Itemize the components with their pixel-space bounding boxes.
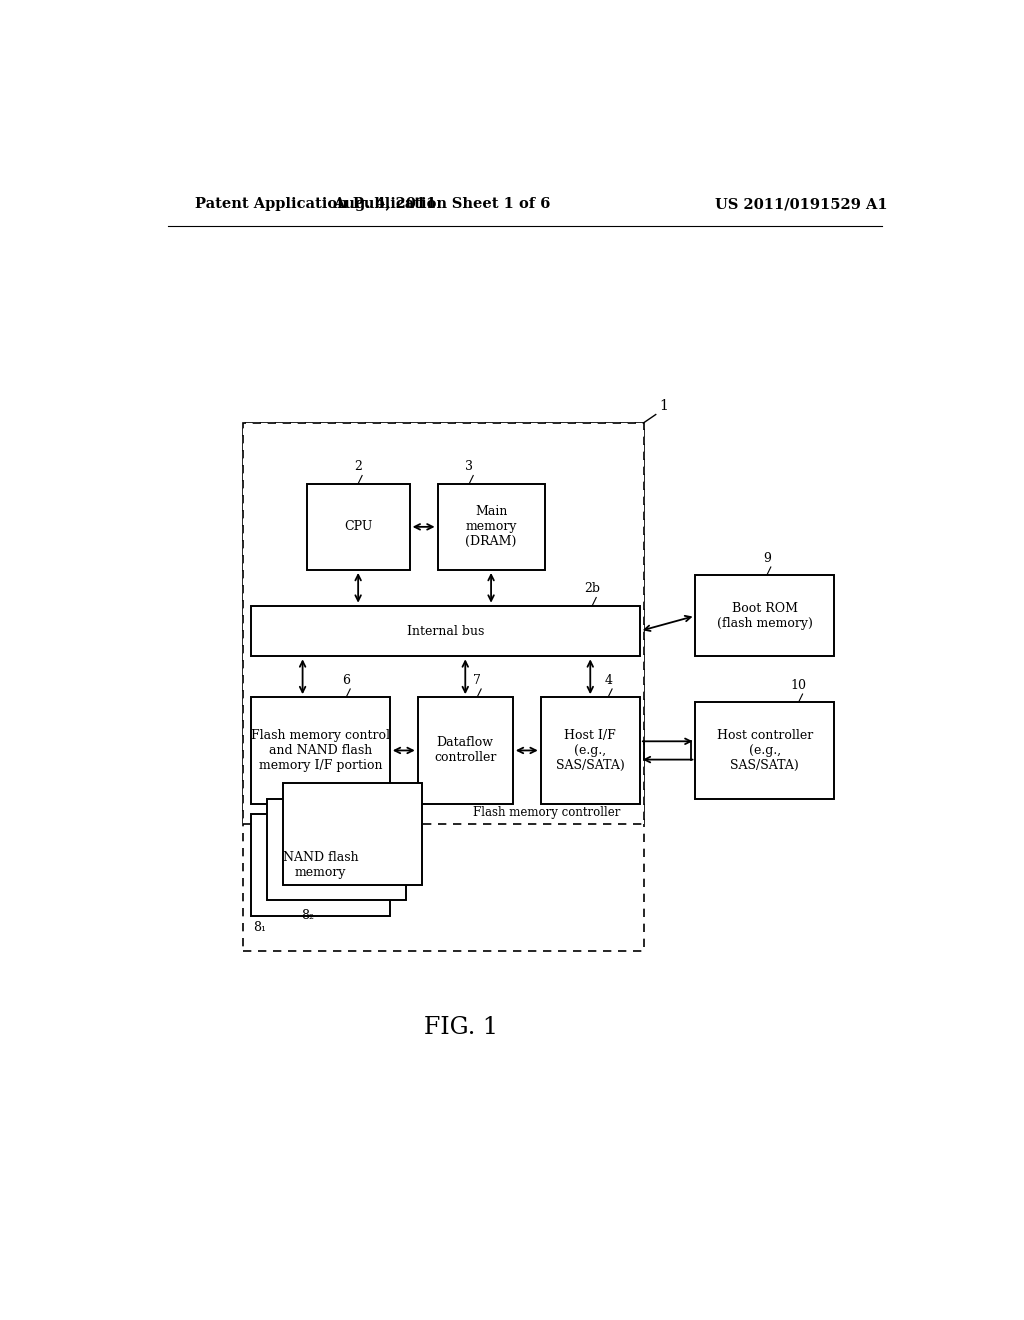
Bar — [437, 483, 545, 570]
Text: Flash memory control
and NAND flash
memory I/F portion: Flash memory control and NAND flash memo… — [251, 729, 390, 772]
Bar — [306, 483, 410, 570]
Text: Boot ROM
(flash memory): Boot ROM (flash memory) — [717, 602, 813, 630]
Text: Main
memory
(DRAM): Main memory (DRAM) — [465, 506, 517, 548]
Text: 1: 1 — [659, 399, 669, 412]
Bar — [251, 606, 640, 656]
Text: 2b: 2b — [585, 582, 600, 595]
Text: 9: 9 — [763, 552, 771, 565]
Text: US 2011/0191529 A1: US 2011/0191529 A1 — [715, 197, 888, 211]
Text: 10: 10 — [791, 678, 807, 692]
Text: FIG. 1: FIG. 1 — [424, 1016, 499, 1039]
Bar — [541, 697, 640, 804]
Text: Host I/F
(e.g.,
SAS/SATA): Host I/F (e.g., SAS/SATA) — [556, 729, 625, 772]
Text: 4: 4 — [604, 675, 612, 686]
Bar — [251, 814, 390, 916]
Bar — [695, 576, 835, 656]
Text: Flash memory controller: Flash memory controller — [473, 807, 620, 818]
Text: Aug. 4, 2011   Sheet 1 of 6: Aug. 4, 2011 Sheet 1 of 6 — [333, 197, 550, 211]
Text: 8₁: 8₁ — [253, 921, 266, 933]
Text: NAND flash
memory: NAND flash memory — [283, 851, 358, 879]
Text: Patent Application Publication: Patent Application Publication — [196, 197, 447, 211]
Bar — [283, 784, 422, 886]
Text: 6: 6 — [342, 675, 350, 686]
Text: 8₂: 8₂ — [301, 908, 314, 921]
Bar — [267, 799, 406, 900]
Text: 7: 7 — [473, 675, 481, 686]
Bar — [243, 422, 644, 824]
Text: 3: 3 — [465, 461, 473, 474]
Bar — [243, 422, 644, 952]
Text: ~8n: ~8n — [426, 763, 453, 776]
Text: CPU: CPU — [344, 520, 373, 533]
Text: Host controller
(e.g.,
SAS/SATA): Host controller (e.g., SAS/SATA) — [717, 729, 813, 772]
Bar — [251, 697, 390, 804]
Text: Internal bus: Internal bus — [407, 624, 484, 638]
Bar — [695, 702, 835, 799]
Text: 2: 2 — [354, 461, 362, 474]
Text: Dataflow
controller: Dataflow controller — [434, 737, 497, 764]
Bar — [418, 697, 513, 804]
